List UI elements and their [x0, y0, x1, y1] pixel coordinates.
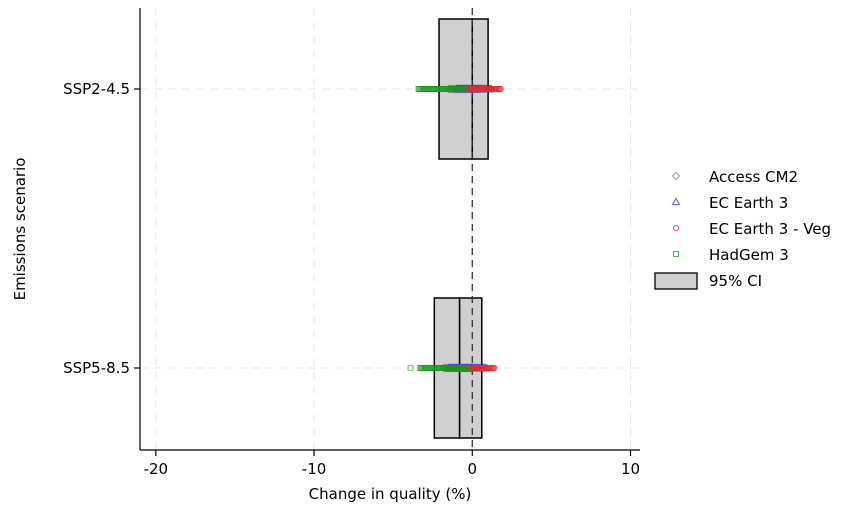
y-axis-title: Emissions scenario	[11, 158, 29, 301]
ci-boxes	[433, 18, 489, 439]
x-tick-label: 10	[621, 460, 640, 478]
legend: Access CM2 EC Earth 3 EC Earth 3 - Veg HadG…	[654, 168, 831, 290]
legend-label: EC Earth 3	[709, 194, 788, 212]
legend-marker-access-cm2	[671, 171, 681, 181]
x-tick-label: -20	[144, 460, 169, 478]
y-tick-label: SSP2-4.5	[63, 80, 130, 98]
x-tick-label: -10	[302, 460, 327, 478]
y-tick-label: SSP5-8.5	[63, 359, 130, 377]
legend-marker-ec-earth-3	[671, 197, 681, 206]
legend-label: EC Earth 3 - Veg	[709, 220, 831, 238]
legend-ci-swatch	[654, 272, 698, 290]
grid-layer	[140, 8, 640, 450]
x-axis-title: Change in quality (%)	[309, 485, 472, 503]
axes: -20 -10 0 10 SSP2-4.5 SSP5-8.5	[63, 8, 640, 478]
data-point-hadgem-3	[461, 86, 468, 92]
legend-label: Access CM2	[709, 168, 798, 186]
x-tick-label: 0	[468, 460, 478, 478]
legend-marker-hadgem-3	[673, 251, 679, 257]
data-points	[407, 84, 504, 373]
legend-label: HadGem 3	[709, 246, 789, 264]
legend-label-ci: 95% CI	[709, 272, 762, 290]
data-point-ec-earth-3-veg	[491, 364, 498, 372]
legend-marker-ec-earth-3-veg	[672, 224, 680, 232]
data-point-ec-earth-3-veg	[497, 85, 504, 93]
data-point-hadgem-3	[464, 365, 471, 371]
outlier-point	[407, 365, 414, 371]
